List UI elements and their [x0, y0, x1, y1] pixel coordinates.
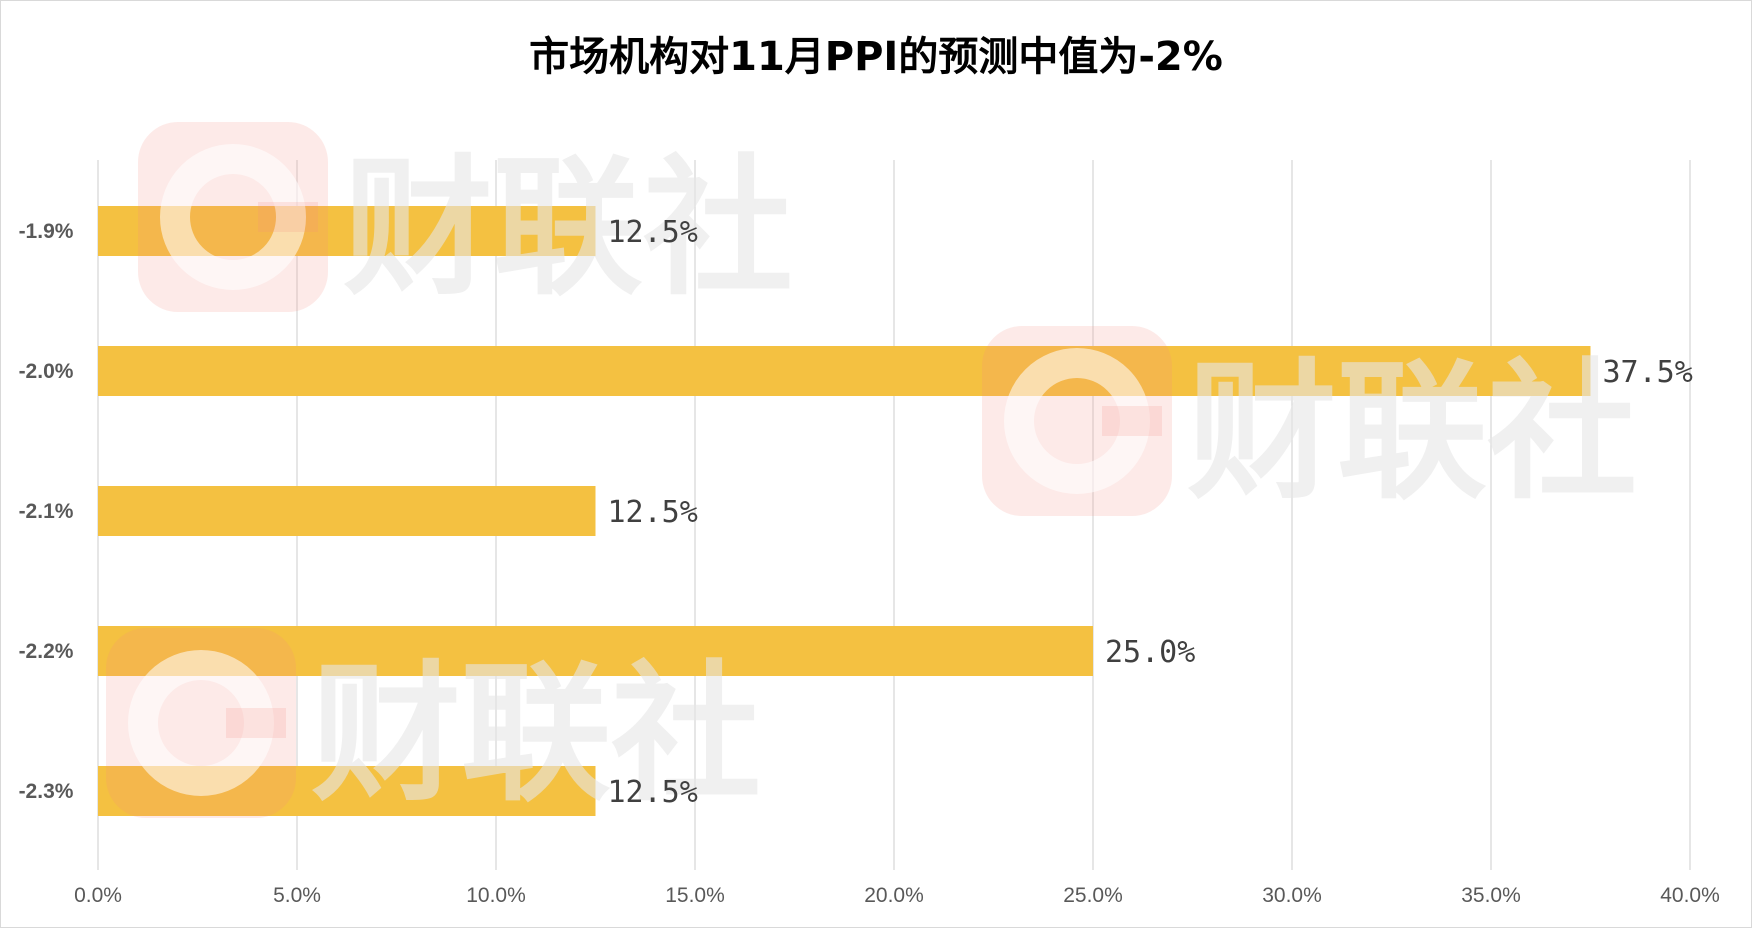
x-tick-label: 0.0%: [74, 884, 122, 907]
x-axis-tick-labels: 0.0% 5.0% 10.0% 15.0% 20.0% 25.0% 30.0% 35.0% 40…: [74, 884, 1720, 907]
watermark-logo-gap: [258, 202, 318, 232]
bar: [98, 346, 1591, 396]
x-tick-label: 5.0%: [273, 884, 321, 907]
y-axis-tick-labels: -1.9% -2.0% -2.1% -2.2% -2.3%: [19, 220, 74, 803]
x-tick-label: 20.0%: [864, 884, 924, 907]
data-label: 12.5%: [608, 215, 698, 250]
y-tick-label: -2.2%: [19, 640, 74, 663]
y-tick-label: -1.9%: [19, 220, 74, 243]
watermark-logo-gap: [1102, 406, 1162, 436]
watermark-text: 财联社: [1187, 346, 1637, 520]
bar: [98, 626, 1093, 676]
watermark: 财联社: [982, 326, 1637, 520]
watermark-logo-ring: [160, 144, 306, 290]
y-tick-label: -2.1%: [19, 500, 74, 523]
watermark-text: 财联社: [343, 142, 793, 316]
data-label: 12.5%: [608, 775, 698, 810]
x-tick-label: 25.0%: [1063, 884, 1123, 907]
data-label: 37.5%: [1603, 355, 1693, 390]
watermark-logo-ring: [128, 650, 274, 796]
data-label: 12.5%: [608, 495, 698, 530]
watermark-logo-gap: [226, 708, 286, 738]
x-tick-label: 15.0%: [665, 884, 725, 907]
watermark: 财联社: [138, 122, 793, 316]
y-tick-label: -2.3%: [19, 780, 74, 803]
watermark-text: 财联社: [311, 648, 761, 822]
data-labels: 12.5% 37.5% 12.5% 25.0% 12.5%: [608, 215, 1693, 810]
watermark: 财联社: [106, 628, 761, 822]
watermark-logo-ring: [1004, 348, 1150, 494]
data-label: 25.0%: [1105, 635, 1195, 670]
x-tick-label: 30.0%: [1262, 884, 1322, 907]
chart-title: 市场机构对11月PPI的预测中值为-2%: [529, 34, 1223, 80]
bar: [98, 486, 596, 536]
x-tick-label: 40.0%: [1660, 884, 1720, 907]
x-tick-label: 35.0%: [1461, 884, 1521, 907]
x-tick-label: 10.0%: [466, 884, 526, 907]
y-tick-label: -2.0%: [19, 360, 74, 383]
